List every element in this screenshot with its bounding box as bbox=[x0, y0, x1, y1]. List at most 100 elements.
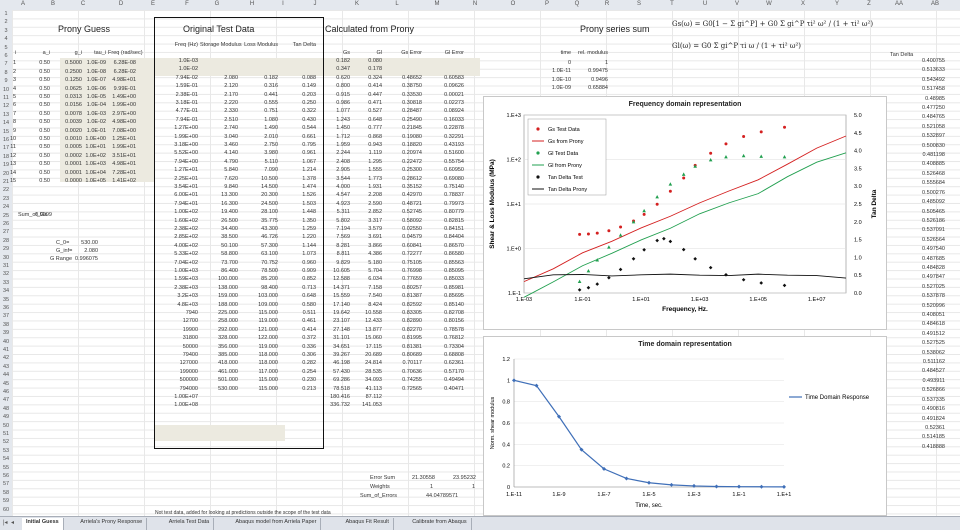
row-header[interactable]: 56 bbox=[2, 473, 10, 479]
row-header[interactable]: 49 bbox=[2, 414, 10, 421]
column-header-K[interactable]: K bbox=[354, 1, 359, 7]
row-header[interactable]: 48 bbox=[2, 405, 10, 412]
row-header[interactable]: 36 bbox=[2, 305, 10, 311]
column-header-T[interactable]: T bbox=[670, 1, 674, 7]
row-header[interactable]: 58 bbox=[2, 489, 10, 496]
column-header-V[interactable]: V bbox=[734, 1, 739, 7]
sheet-tab[interactable]: Calibrate from Abaqus bbox=[408, 518, 472, 530]
row-header[interactable]: 8 bbox=[4, 69, 8, 76]
row-header[interactable]: 1 bbox=[4, 11, 8, 17]
column-header-Y[interactable]: Y bbox=[834, 1, 839, 7]
row-header[interactable]: 12 bbox=[2, 103, 10, 110]
column-header-N[interactable]: N bbox=[472, 1, 478, 7]
column-header-C[interactable]: C bbox=[80, 1, 86, 7]
column-header-X[interactable]: X bbox=[800, 1, 805, 7]
column-header-M[interactable]: M bbox=[434, 1, 440, 7]
row-header[interactable]: 31 bbox=[2, 263, 10, 269]
row-header[interactable]: 53 bbox=[2, 447, 10, 454]
column-header-Q[interactable]: Q bbox=[574, 1, 580, 7]
frequency-chart-panel[interactable]: Frequency domain representation 1.E-1 1.E… bbox=[483, 96, 887, 330]
row-header[interactable]: 27 bbox=[2, 229, 10, 236]
row-header[interactable]: 29 bbox=[2, 246, 10, 253]
row-header[interactable]: 34 bbox=[2, 288, 10, 295]
sheet-tab[interactable]: Initial Guess bbox=[22, 518, 64, 530]
row-header[interactable]: 43 bbox=[2, 363, 10, 370]
sheet-tab[interactable]: Abaqus model from Arriela Paper bbox=[231, 518, 322, 530]
row-header[interactable]: 32 bbox=[2, 271, 10, 278]
row-header[interactable]: 33 bbox=[2, 279, 10, 286]
column-header-U[interactable]: U bbox=[702, 1, 708, 7]
row-header[interactable]: 14 bbox=[2, 120, 10, 127]
row-header[interactable]: 47 bbox=[2, 397, 10, 404]
row-header[interactable]: 16 bbox=[2, 137, 10, 143]
column-header-AA[interactable]: AA bbox=[894, 1, 903, 7]
column-header-W[interactable]: W bbox=[766, 1, 772, 7]
column-header-D[interactable]: D bbox=[118, 1, 124, 7]
column-header-O[interactable]: O bbox=[510, 1, 516, 7]
row-header[interactable]: 22 bbox=[2, 187, 10, 194]
row-header[interactable]: 30 bbox=[2, 254, 10, 261]
row-header[interactable]: 50 bbox=[2, 422, 10, 429]
column-header-F[interactable]: F bbox=[185, 1, 189, 7]
row-header[interactable]: 19 bbox=[2, 162, 10, 169]
column-header-E[interactable]: E bbox=[150, 1, 155, 7]
row-header[interactable]: 23 bbox=[2, 195, 10, 202]
row-header[interactable]: 18 bbox=[2, 153, 10, 160]
row-header[interactable]: 40 bbox=[2, 338, 10, 345]
column-header-P[interactable]: P bbox=[544, 1, 549, 7]
row-header[interactable]: 52 bbox=[2, 439, 10, 446]
column-header-G[interactable]: G bbox=[214, 1, 220, 7]
column-header-J[interactable]: J bbox=[313, 1, 317, 7]
row-header[interactable]: 10 bbox=[2, 86, 10, 93]
row-header[interactable]: 3 bbox=[4, 27, 8, 34]
column-header-Z[interactable]: Z bbox=[867, 1, 871, 7]
column-header-A[interactable]: A bbox=[20, 1, 25, 7]
row-header[interactable]: 26 bbox=[2, 221, 10, 227]
row-header[interactable]: 13 bbox=[2, 111, 10, 118]
column-header-L[interactable]: L bbox=[395, 1, 399, 7]
row-header[interactable]: 39 bbox=[2, 330, 10, 337]
column-header-B[interactable]: B bbox=[50, 1, 55, 7]
prony-sum-cell: 0.9496 bbox=[591, 76, 608, 83]
row-header[interactable]: 57 bbox=[2, 481, 10, 488]
row-header[interactable]: 37 bbox=[2, 313, 10, 320]
column-header-I[interactable]: I bbox=[282, 1, 284, 7]
row-header[interactable]: 55 bbox=[2, 464, 10, 471]
row-header[interactable]: 7 bbox=[4, 61, 8, 68]
row-header[interactable]: 38 bbox=[2, 321, 10, 328]
row-header[interactable]: 9 bbox=[4, 78, 8, 85]
column-header-AB[interactable]: AB bbox=[930, 1, 939, 7]
sheet-tab[interactable]: Abaqus Fit Result bbox=[342, 518, 394, 530]
row-header[interactable]: 15 bbox=[2, 128, 10, 135]
sheet-tab[interactable]: Arriela's Prony Response bbox=[76, 518, 148, 530]
row-header[interactable]: 45 bbox=[2, 380, 10, 387]
row-header[interactable]: 6 bbox=[4, 53, 8, 59]
row-header[interactable]: 11 bbox=[3, 95, 9, 101]
column-header-R[interactable]: R bbox=[604, 1, 610, 7]
row-header[interactable]: 24 bbox=[2, 204, 10, 211]
column-header-H[interactable]: H bbox=[249, 1, 255, 7]
row-header[interactable]: 54 bbox=[2, 456, 10, 463]
row-header[interactable]: 41 bbox=[2, 347, 10, 353]
row-header[interactable]: 28 bbox=[2, 237, 10, 244]
row-header[interactable]: 5 bbox=[4, 44, 8, 51]
row-header[interactable]: 59 bbox=[2, 498, 10, 505]
row-header[interactable]: 25 bbox=[2, 212, 10, 219]
row-header[interactable]: 2 bbox=[4, 19, 8, 26]
row-header[interactable]: 46 bbox=[2, 389, 10, 395]
row-header[interactable]: 51 bbox=[2, 431, 10, 437]
row-header[interactable]: 60 bbox=[2, 506, 10, 513]
row-header[interactable]: 20 bbox=[2, 170, 10, 177]
row-header[interactable]: 17 bbox=[2, 145, 10, 152]
row-header[interactable]: 4 bbox=[4, 36, 8, 43]
time-chart-panel[interactable]: Time domain representation 0 0.2 0.4 0.6 0.8… bbox=[483, 336, 887, 516]
prev-sheet-nav[interactable]: ◂ bbox=[11, 520, 15, 526]
row-header[interactable]: 42 bbox=[2, 355, 10, 362]
sheet-tab[interactable]: Arriela Test Data bbox=[165, 518, 215, 530]
row-header[interactable]: 35 bbox=[2, 296, 10, 303]
freq-y2-tick: 4.0 bbox=[854, 149, 862, 155]
first-sheet-nav[interactable]: |◂ bbox=[3, 520, 8, 526]
row-header[interactable]: 44 bbox=[2, 372, 10, 379]
column-header-S[interactable]: S bbox=[636, 1, 641, 7]
row-header[interactable]: 21 bbox=[2, 179, 10, 185]
